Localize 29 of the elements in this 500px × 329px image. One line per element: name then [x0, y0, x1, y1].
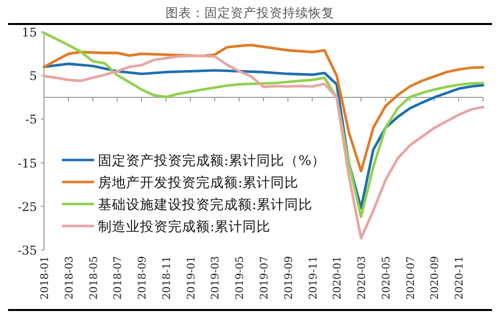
x-tick-label: 2020-09 — [429, 256, 442, 300]
y-tick-label: 5 — [29, 69, 37, 84]
x-tick-label: 2018-05 — [88, 256, 100, 300]
x-tick-label: 2019-09 — [282, 256, 295, 300]
x-tick-label: 2018-03 — [63, 256, 76, 300]
legend-label: 制造业投资完成额:累计同比 — [98, 219, 271, 235]
y-tick-label: -5 — [25, 112, 37, 127]
x-tick-label: 2019-07 — [258, 256, 270, 300]
x-tick-label: 2019-05 — [234, 256, 246, 300]
x-tick-label: 2020-07 — [404, 256, 417, 300]
x-tick-label: 2018-11 — [160, 256, 173, 300]
x-tick-label: 2020-05 — [380, 256, 392, 300]
x-tick-label: 2019-01 — [185, 256, 198, 300]
legend-label: 固定资产投资完成额:累计同比（%） — [98, 153, 326, 169]
legend-label: 基础设施建设投资完成额:累计同比 — [98, 197, 313, 213]
x-tick-label: 2018-01 — [39, 256, 51, 300]
y-tick-label: -15 — [18, 156, 37, 170]
x-tick-label: 2018-09 — [136, 256, 149, 300]
x-tick-label: 2020-01 — [332, 256, 344, 300]
legend-label: 房地产开发投资完成额:累计同比 — [98, 175, 299, 191]
x-tick-label: 2020-11 — [454, 256, 466, 300]
y-tick-label: -35 — [18, 244, 37, 258]
y-tick-label: 15 — [22, 26, 37, 40]
x-tick-label: 2019-03 — [210, 256, 222, 300]
x-tick-label: 2018-07 — [112, 256, 124, 300]
x-tick-label: 2019-11 — [307, 256, 320, 300]
y-tick-label: -25 — [18, 200, 37, 214]
chart-title: 图表：固定资产投资持续恢复 — [166, 5, 334, 20]
x-tick-label: 2020-03 — [356, 256, 368, 300]
